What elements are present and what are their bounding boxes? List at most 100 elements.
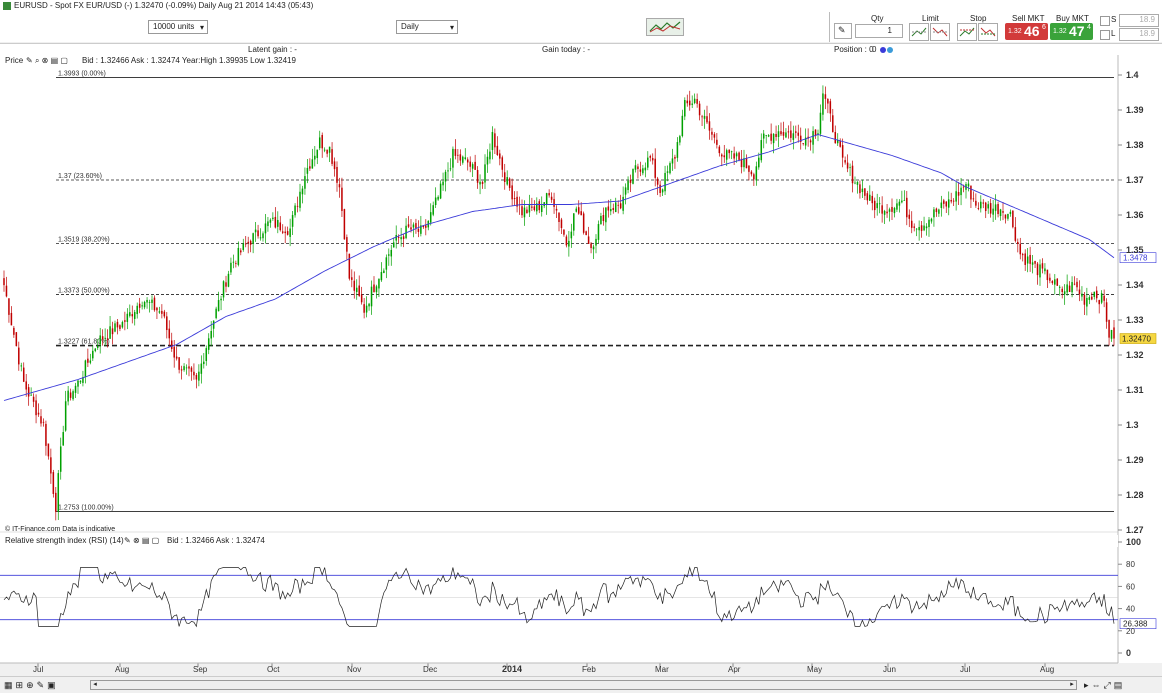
candle-body [558,212,560,222]
candle-body [883,210,886,215]
s-checkbox[interactable] [1100,16,1110,26]
rsi: 26.388 [0,566,1157,630]
candle-body [795,131,797,133]
position-icon[interactable] [880,46,894,54]
candle-body [1024,253,1026,265]
candle-body [587,236,590,244]
search-icon[interactable]: ⌕ [34,56,40,65]
draw-icon[interactable]: ✎ [36,680,48,690]
candle-body [533,206,536,211]
units-select[interactable]: 10000 units ▾ [148,20,208,34]
l-input[interactable]: 18.9 [1119,28,1159,41]
candle-body [1095,290,1098,299]
candle-body [417,228,420,232]
candle-body [508,178,511,188]
save-icon[interactable]: ▤ [1113,680,1126,690]
candle-body [82,377,84,383]
candle-body [627,180,629,191]
candle-body [777,131,780,138]
scroll-right-icon[interactable]: ▸ [1070,681,1074,688]
qty-input[interactable]: 1 [855,24,903,38]
print-icon[interactable]: ▤ [141,536,150,545]
candle-body [341,187,343,211]
candle-body [836,140,839,144]
candle-body [346,237,348,252]
stop-sell-button[interactable] [978,23,998,41]
candle-body [141,305,143,307]
candle-body [1061,288,1063,293]
candle-body [20,365,23,367]
zoom-icon[interactable]: ⊞ [15,680,27,690]
horizontal-scrollbar[interactable]: ◂ ▸ [90,680,1077,690]
period-select[interactable]: Daily ▾ [396,20,458,34]
wrench-icon[interactable]: ✎ [26,56,33,65]
candle-body [775,133,777,137]
candle-body [306,167,309,174]
s-input[interactable]: 18.9 [1119,14,1159,27]
rsi-panel-tools[interactable]: ✎ ⊗ ▤ ▢ [124,536,159,545]
close-icon[interactable]: ⊗ [41,56,49,65]
bottom-right-tools[interactable]: ▸⇔⤢▤ [1084,680,1125,691]
rsi-panel-info: Bid : 1.32466 Ask : 1.32474 [167,536,265,545]
candle-body [664,172,666,192]
crosshair-icon[interactable]: ⊕ [26,680,37,690]
candle-body [321,134,323,149]
candle-body [721,154,723,157]
candle-body [301,188,304,195]
candle-body [622,196,624,211]
buy-button[interactable]: 1.32 47 4 [1050,23,1093,40]
stop-buy-button[interactable] [957,23,977,41]
chart-area[interactable]: 1.3993 (0.00%) 1.37 (23.60%) 1.3519 (38.20… [0,55,1162,692]
candle-body [585,231,587,235]
l-checkbox[interactable] [1100,30,1110,40]
candle-body [876,203,878,209]
play-icon[interactable]: ▸ [1084,680,1092,690]
zoom-fit-icon[interactable]: ⇔ [1091,680,1104,690]
candle-body [476,170,479,183]
wrench-icon[interactable]: ✎ [124,536,131,545]
sell-button[interactable]: 1.32 46 6 [1005,23,1048,40]
price-tick-label: 1.38 [1126,140,1144,150]
candle-body [471,164,474,169]
rsi-header [0,535,1118,547]
window-icon[interactable]: ▢ [151,536,160,545]
candle-body [989,203,992,214]
scroll-left-icon[interactable]: ◂ [93,681,97,688]
candle-body [333,161,336,170]
rsi-value-box [1119,618,1157,630]
candle-body [55,492,57,512]
limit-buy-button[interactable] [909,23,929,41]
candle-body [545,193,548,205]
candle-body [772,133,775,144]
price-panel-tools[interactable]: ✎ ⌕ ⊗ ▤ ▢ [26,56,68,66]
candle-body [516,196,518,207]
candle-body [50,457,52,474]
expand-icon[interactable]: ⤢ [1103,680,1114,690]
candle-body [994,204,997,211]
print-icon[interactable]: ▤ [50,56,59,65]
wrench-button[interactable]: ✎ [834,23,852,39]
window-icon[interactable]: ▢ [60,56,68,65]
chart-style-button[interactable] [646,18,684,36]
candle-body [711,131,713,135]
candle-body [901,200,903,203]
close-icon[interactable]: ⊗ [132,536,140,545]
candle-body [918,227,920,231]
candle-body [52,472,55,494]
candle-body [368,303,370,307]
l-label: L [1111,29,1116,38]
candle-body [832,115,834,133]
candle-body [782,131,785,136]
candle-body [649,156,652,158]
limit-sell-button[interactable] [930,23,950,41]
candle-body [464,157,467,160]
buy-price-big: 47 [1069,23,1085,39]
candle-body [992,208,994,215]
grid-icon[interactable]: ▣ [47,680,59,690]
candle-body [355,287,358,293]
candle-body [434,197,437,206]
candle-body [1041,263,1044,269]
candle-body [230,262,232,273]
chart-icon[interactable]: ▦ [4,680,16,690]
bottom-tools[interactable]: ▦⊞⊕✎▣ [4,680,59,691]
